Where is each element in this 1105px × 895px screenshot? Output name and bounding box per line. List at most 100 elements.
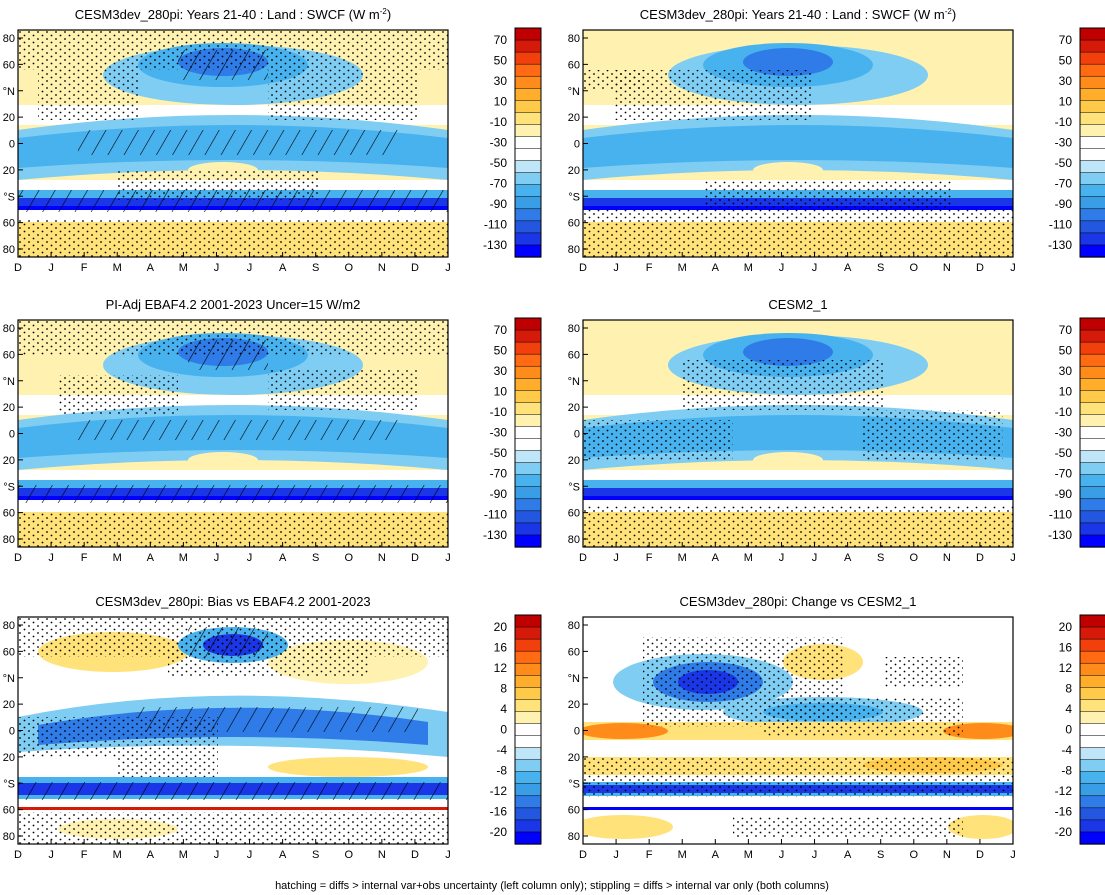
colorbar-swatch [1079,783,1105,797]
colorbar-label: -90 [490,197,508,211]
colorbar-label: 70 [494,323,508,337]
x-tick-label: N [378,262,386,274]
colorbar-swatch [1079,650,1105,664]
panel-right-bottom: CESM3dev_280pi: Change vs CESM2_1 D J F M A M J… [568,594,1105,861]
x-tick-label: J [613,552,619,564]
y-tick-label: °S [3,191,15,203]
y-tick-label: 20 [568,402,580,414]
field-blob-4 [743,338,833,366]
colorbar-swatch [514,759,542,773]
colorbar-swatch [514,353,542,367]
x-tick-label: J [1010,262,1016,274]
x-tick-label: F [646,552,653,564]
colorbar-swatch [514,534,542,548]
colorbar-label: -90 [1055,487,1073,501]
x-tick-label: A [844,849,852,861]
stipple-region-1 [18,220,448,257]
colorbar-label: -110 [1049,218,1072,232]
colorbar-label: 30 [1059,74,1073,88]
stipple-region-2 [583,420,733,460]
colorbar: 70 50 30 10 -10 -30 -50 -70 -90 -110 -130 [1048,27,1105,258]
stipple-region-2 [38,70,138,120]
x-tick-label: J [812,552,818,564]
y-tick-label: 60 [568,646,580,658]
y-tick-label: 80 [568,534,580,546]
x-tick-label: A [147,849,155,861]
hatch-region-1 [138,707,418,732]
y-tick-label: 60 [3,508,15,520]
colorbar-label: -130 [483,238,507,252]
colorbar-swatch [514,522,542,536]
colorbar-swatch [1079,723,1105,737]
colorbar-swatch [1079,414,1105,428]
colorbar-label: -4 [496,743,507,757]
x-tick-label: F [646,849,653,861]
colorbar-swatch [1079,148,1105,162]
field-fill [583,320,1013,547]
y-tick-label: 80 [3,33,15,45]
x-tick-label: A [844,262,852,274]
y-tick-label: 20 [3,402,15,414]
field-fill [18,320,448,547]
y-tick-label: 20 [3,112,15,124]
colorbar-swatch [1079,807,1105,821]
colorbar-swatch [1079,220,1105,234]
colorbar-swatch [514,39,542,53]
panel-title: CESM3dev_280pi: Years 21-40 : Land : SWC… [640,7,956,22]
y-tick-label: 60 [568,508,580,520]
x-tick-label: A [712,552,720,564]
x-tick-label: M [179,849,188,861]
colorbar-label: 50 [1059,344,1073,358]
colorbar-label: 50 [494,54,508,68]
y-tick-label: °S [3,778,15,790]
hatch-region-1 [78,420,398,440]
colorbar-swatch [514,172,542,186]
field-blob-8 [583,723,668,739]
colorbar-swatch [514,160,542,174]
colorbar-swatch [514,687,542,701]
colorbar-label: 16 [494,641,508,655]
colorbar-label: 10 [1059,385,1073,399]
field-blob-9 [753,452,823,468]
panel-title: CESM2_1 [768,297,827,312]
colorbar-swatch [1079,365,1105,379]
x-tick-label: D [976,262,984,274]
y-tick-label: 60 [568,59,580,71]
colorbar-swatch [1079,534,1105,548]
x-tick-label: J [247,849,253,861]
x-tick-label: D [14,552,22,564]
colorbar-label: 50 [494,344,508,358]
colorbar-label: -30 [490,136,508,150]
y-tick-label: 20 [568,112,580,124]
x-tick-label: O [344,262,353,274]
colorbar-label: 70 [1059,33,1073,47]
hatch-region-0 [178,50,268,80]
field-band-12 [583,496,1013,500]
y-tick-label: °S [568,778,580,790]
x-tick-label: J [812,849,818,861]
colorbar-swatch [1079,27,1105,41]
y-tick-label: 80 [568,323,580,335]
colorbar-swatch [514,329,542,343]
colorbar-swatch [514,510,542,524]
x-tick-label: D [14,262,22,274]
colorbar: 70 50 30 10 -10 -30 -50 -70 -90 -110 -130 [483,317,542,548]
x-tick-label: J [445,849,451,861]
colorbar-swatch [1079,486,1105,500]
field-band-10 [18,807,448,810]
x-tick-label: O [909,262,918,274]
colorbar-swatch [1079,450,1105,464]
colorbar-frame [1079,27,1105,258]
colorbar-label: -30 [1055,426,1073,440]
colorbar-swatch [1079,100,1105,114]
colorbar-swatch [1079,510,1105,524]
x-tick-label: O [344,552,353,564]
x-tick-label: D [14,849,22,861]
colorbar-swatch [1079,626,1105,640]
colorbar-swatch [1079,735,1105,749]
colorbar-swatch [514,365,542,379]
stipple-region-1 [763,697,963,737]
colorbar-swatch [1079,426,1105,440]
field-blob-16 [948,815,1013,839]
field-fill [18,617,448,844]
